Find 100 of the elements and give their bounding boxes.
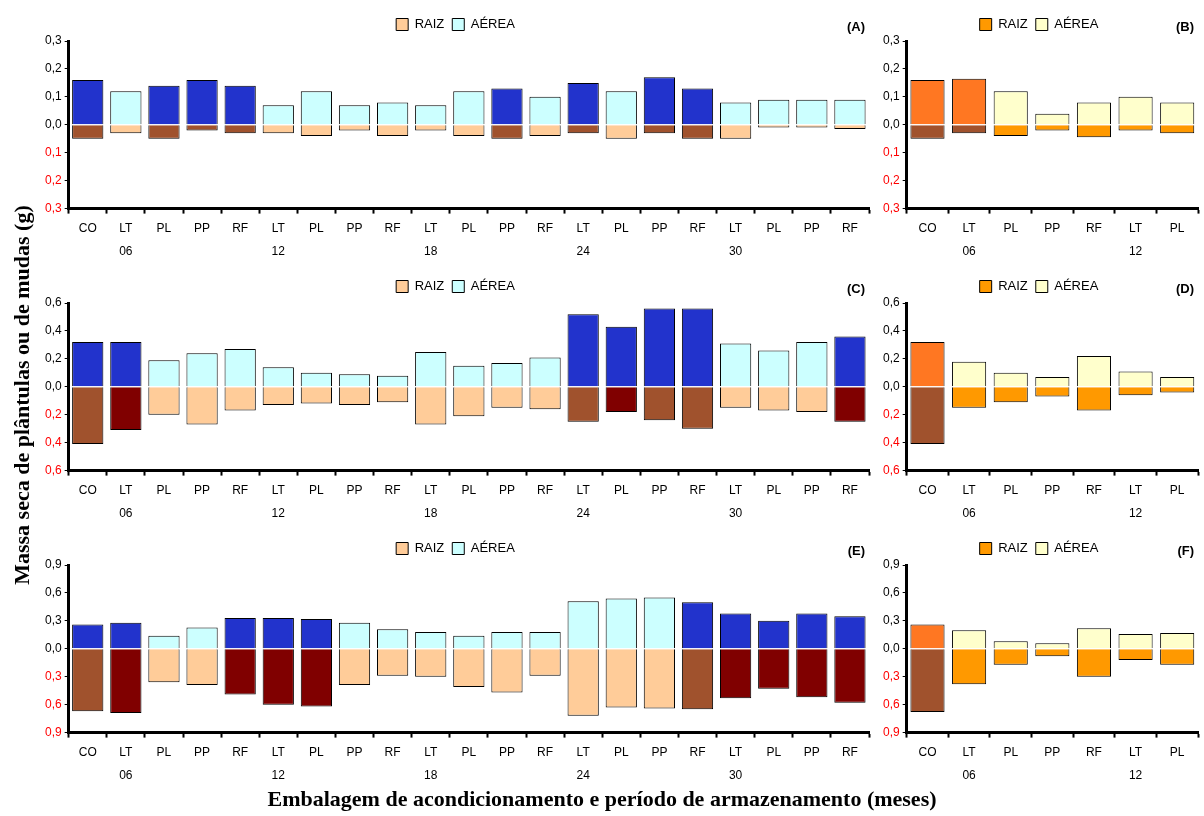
y-tick-label: 0,1 <box>44 89 62 104</box>
x-tick-label: PP <box>1044 745 1061 760</box>
x-tick-label: CO <box>78 221 97 236</box>
x-tick-label: LT <box>729 221 743 236</box>
text: 18 <box>424 244 438 259</box>
y-tick-label: 0,2 <box>44 172 62 187</box>
text: 06 <box>962 244 977 259</box>
legend-label: RAIZ <box>998 16 1028 32</box>
y-tick-label: 0,0 <box>882 117 900 132</box>
x-tick-label: RF <box>384 483 401 498</box>
x-tick-label: PP <box>346 745 363 760</box>
x-axis-title: Embalagem de acondicionamento e período de armazenamento (meses) <box>266 786 938 812</box>
x-tick-label: PL <box>461 221 477 236</box>
y-tick-label: 0,0 <box>882 379 900 394</box>
x-tick-label: PL <box>1169 221 1185 236</box>
x-tick-label: RF <box>537 745 554 760</box>
y-tick-label: 0,3 <box>44 613 62 628</box>
x-tick-label: LT <box>729 483 743 498</box>
x-tick-label: PP <box>651 221 668 236</box>
x-tick-label: PL <box>309 483 325 498</box>
y-tick-label: 0,6 <box>882 585 900 600</box>
x-tick-label: PP <box>803 483 820 498</box>
x-tick-label: PL <box>766 221 782 236</box>
x-tick-label: PL <box>613 221 629 236</box>
x-tick-label: PP <box>346 483 363 498</box>
chart-title: (F) <box>1177 543 1194 559</box>
x-tick-label: PP <box>1044 483 1061 498</box>
x-tick-label: PP <box>194 221 211 236</box>
text: 12 <box>1128 768 1143 783</box>
x-tick-label: LT <box>424 221 438 236</box>
x-tick-label: LT <box>424 483 438 498</box>
y-tick-label: 0,9 <box>882 557 900 572</box>
legend-label: AÉREA <box>1054 540 1099 556</box>
y-tick-label: 0,1 <box>44 145 62 160</box>
x-tick-label: PL <box>156 221 172 236</box>
x-tick-label: LT <box>271 483 286 498</box>
chart-title: (D) <box>1175 281 1194 297</box>
text: 12 <box>1128 244 1143 259</box>
text: 30 <box>728 768 743 783</box>
x-tick-label: RF <box>689 221 706 236</box>
text: 06 <box>962 506 977 521</box>
x-tick-label: RF <box>384 221 401 236</box>
legend-label: RAIZ <box>998 540 1028 556</box>
x-tick-label: PL <box>1169 745 1185 760</box>
y-tick-label: 0,3 <box>882 613 900 628</box>
legend-label: AÉREA <box>1054 278 1099 294</box>
legend-label: AÉREA <box>470 278 516 294</box>
y-tick-label: 0,2 <box>44 407 62 422</box>
x-tick-label: PL <box>461 483 477 498</box>
legend-label: RAIZ <box>414 16 445 32</box>
y-tick-label: 0,6 <box>882 462 900 477</box>
x-tick-label: PP <box>803 745 820 760</box>
y-tick-label: 0,4 <box>882 434 900 449</box>
x-tick-label: PP <box>1044 221 1061 236</box>
y-tick-label: 0,3 <box>882 33 900 48</box>
y-tick-label: 0,6 <box>882 696 900 711</box>
x-tick-label: LT <box>1129 745 1143 760</box>
y-tick-label: 0,2 <box>882 172 900 187</box>
x-tick-label: PL <box>766 483 782 498</box>
x-tick-label: LT <box>729 745 743 760</box>
y-tick-label: 0,6 <box>44 295 62 310</box>
legend-label: RAIZ <box>414 278 445 294</box>
text: 12 <box>271 768 286 783</box>
x-tick-label: LT <box>119 221 134 236</box>
x-tick-label: CO <box>918 221 937 236</box>
x-tick-label: RF <box>537 483 554 498</box>
x-tick-label: RF <box>232 483 249 498</box>
x-tick-label: LT <box>1129 483 1143 498</box>
legend-label: AÉREA <box>1054 16 1099 32</box>
x-tick-label: RF <box>1085 221 1102 236</box>
text: 12 <box>1128 506 1143 521</box>
y-tick-label: 0,2 <box>882 61 900 76</box>
text: 06 <box>962 768 977 783</box>
x-tick-label: LT <box>119 745 134 760</box>
x-tick-label: PP <box>498 745 515 760</box>
x-tick-label: PL <box>309 745 325 760</box>
y-tick-label: 0,0 <box>882 641 900 656</box>
y-tick-label: 0,9 <box>44 557 62 572</box>
chart-title: (B) <box>1175 19 1194 35</box>
chart-title: (C) <box>846 281 865 297</box>
text: 18 <box>424 506 438 521</box>
x-tick-label: PP <box>651 745 668 760</box>
x-tick-label: PP <box>651 483 668 498</box>
text: 24 <box>576 506 591 521</box>
text: 30 <box>728 506 743 521</box>
x-tick-label: LT <box>576 745 591 760</box>
text: 06 <box>119 506 133 521</box>
x-tick-label: PL <box>309 221 325 236</box>
y-tick-label: 0,0 <box>44 379 62 394</box>
x-tick-label: PL <box>461 745 477 760</box>
y-tick-label: 0,4 <box>882 323 900 338</box>
x-tick-label: RF <box>232 221 249 236</box>
y-tick-label: 0,4 <box>44 434 62 449</box>
x-tick-label: RF <box>384 745 401 760</box>
legend-label: RAIZ <box>414 540 445 556</box>
x-tick-label: LT <box>119 483 134 498</box>
y-tick-label: 0,3 <box>882 669 900 684</box>
x-tick-label: CO <box>918 483 937 498</box>
x-tick-label: LT <box>962 221 977 236</box>
x-tick-label: PL <box>1169 483 1185 498</box>
